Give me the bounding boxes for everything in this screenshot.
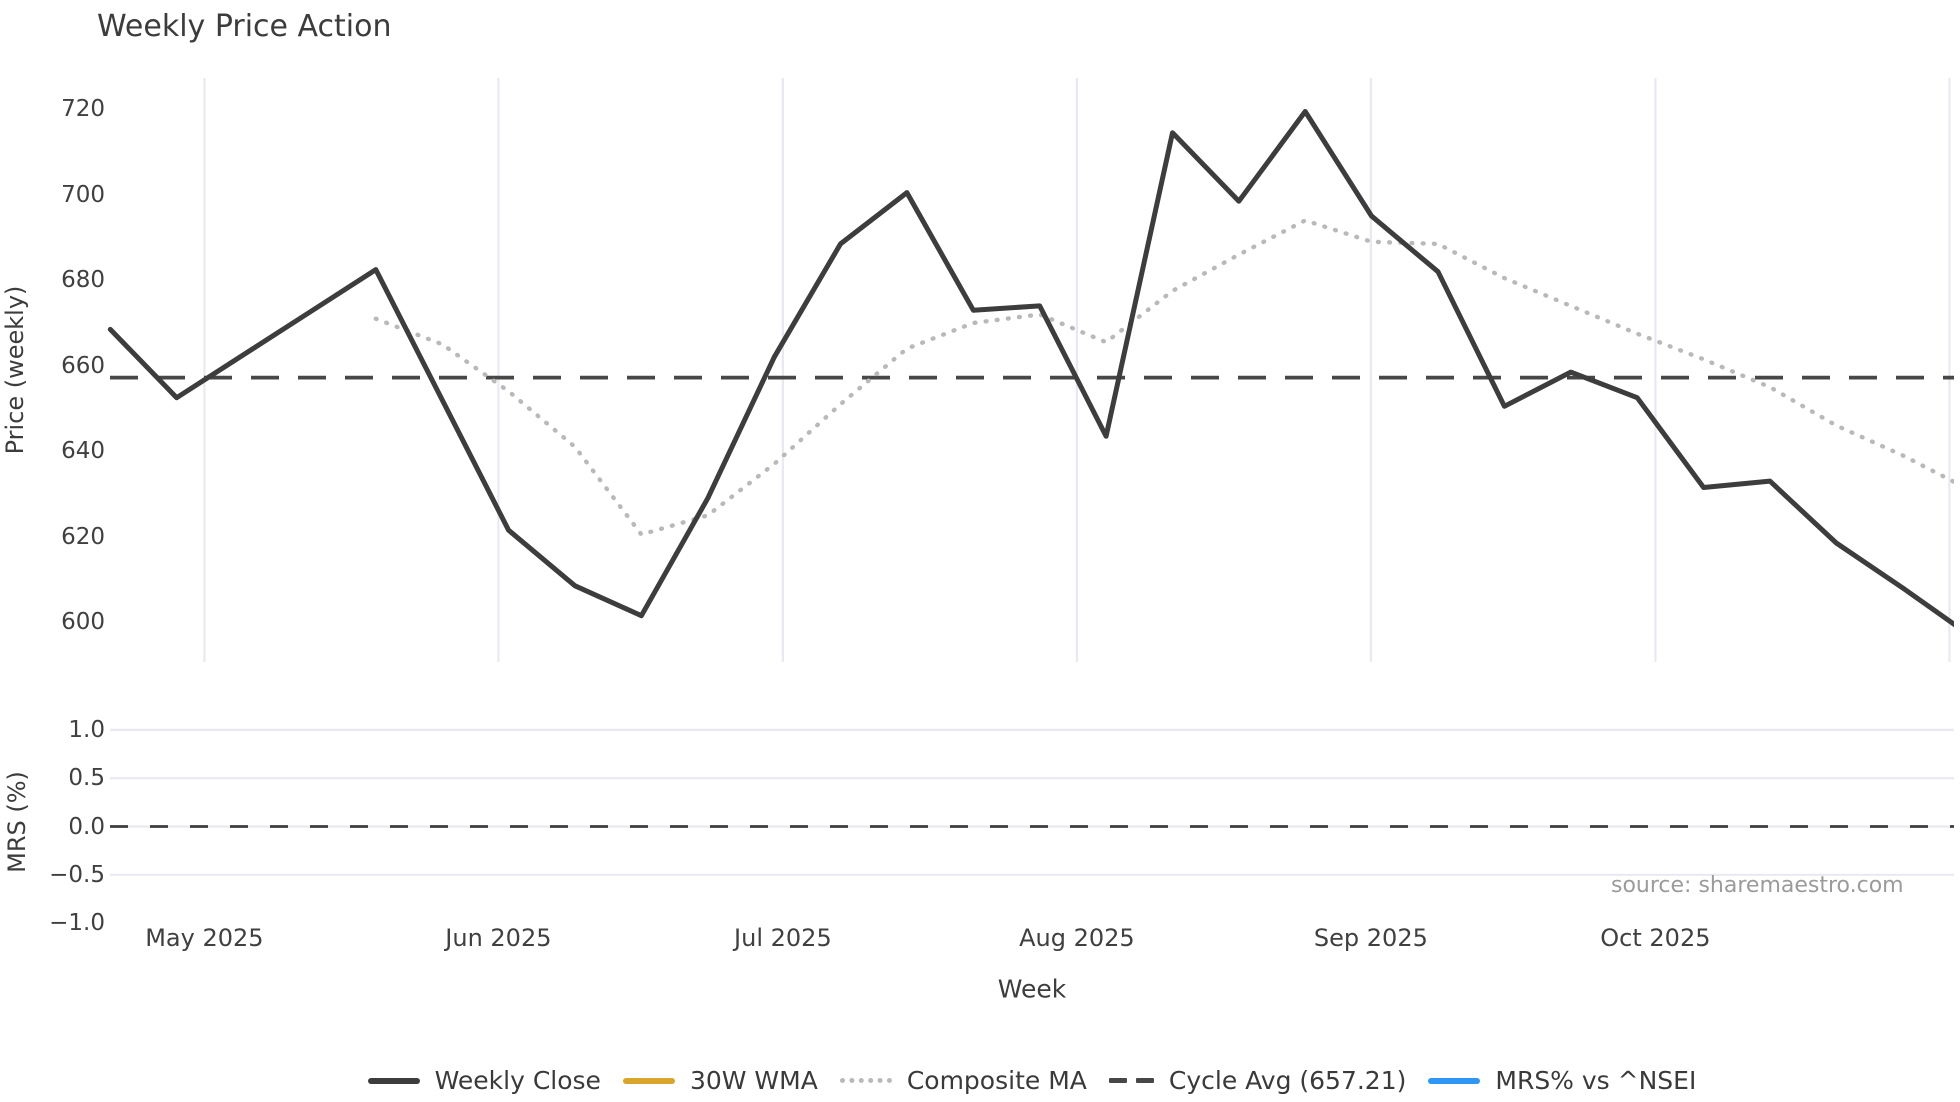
price-axis-label: Price (weekly) [1,285,29,455]
legend-item: 30W WMA [622,1066,818,1095]
composite-ma-line [373,218,1954,537]
legend-label: Composite MA [906,1066,1087,1095]
mrs-tick-label: 1.0 [68,716,105,743]
source-note: source: sharemaestro.com [1611,873,1904,898]
mrs-tick-label: 0.0 [68,813,105,840]
legend-label: 30W WMA [689,1066,818,1095]
data-lines [107,109,1954,828]
legend-swatch-solid [622,1077,675,1084]
price-tick-label: 600 [61,609,105,636]
month-tick-label: Oct 2025 [1600,924,1711,952]
price-tick-label: 660 [61,352,105,379]
legend: Weekly Close 30W WMA Composite MA Cycle Avg… [110,1066,1954,1095]
price-tick-label: 620 [61,523,105,550]
gridlines [110,78,1954,876]
chart-title: Weekly Price Action [97,9,392,44]
price-tick-label: 720 [61,96,105,123]
month-tick-label: Aug 2025 [1019,924,1135,952]
legend-item: Cycle Avg (657.21) [1108,1066,1407,1095]
legend-swatch-solid [1428,1077,1481,1084]
month-tick-label: Sep 2025 [1313,924,1428,952]
legend-label: MRS% vs ^NSEI [1495,1066,1697,1095]
legend-swatch-solid [367,1077,420,1084]
price-tick-label: 700 [61,181,105,208]
x-axis-label: Week [997,974,1067,1004]
legend-label: Weekly Close [434,1066,601,1095]
mrs-tick-label: −0.5 [49,861,105,888]
legend-swatch-dotted [839,1078,892,1083]
legend-label: Cycle Avg (657.21) [1168,1066,1407,1095]
mrs-axis-label: MRS (%) [3,771,31,873]
month-tick-label: Jun 2025 [445,924,552,952]
legend-item: MRS% vs ^NSEI [1428,1066,1696,1095]
legend-item: Weekly Close [367,1066,601,1095]
legend-swatch-dashed [1108,1078,1154,1083]
month-tick-label: Jul 2025 [734,924,832,952]
price-tick-label: 640 [61,438,105,465]
price-tick-label: 680 [61,267,105,294]
mrs-tick-label: 0.5 [68,765,105,792]
legend-item: Composite MA [839,1066,1087,1095]
month-tick-label: May 2025 [145,924,264,952]
mrs-tick-label: −1.0 [49,910,105,937]
weekly-close-line [107,109,1954,628]
